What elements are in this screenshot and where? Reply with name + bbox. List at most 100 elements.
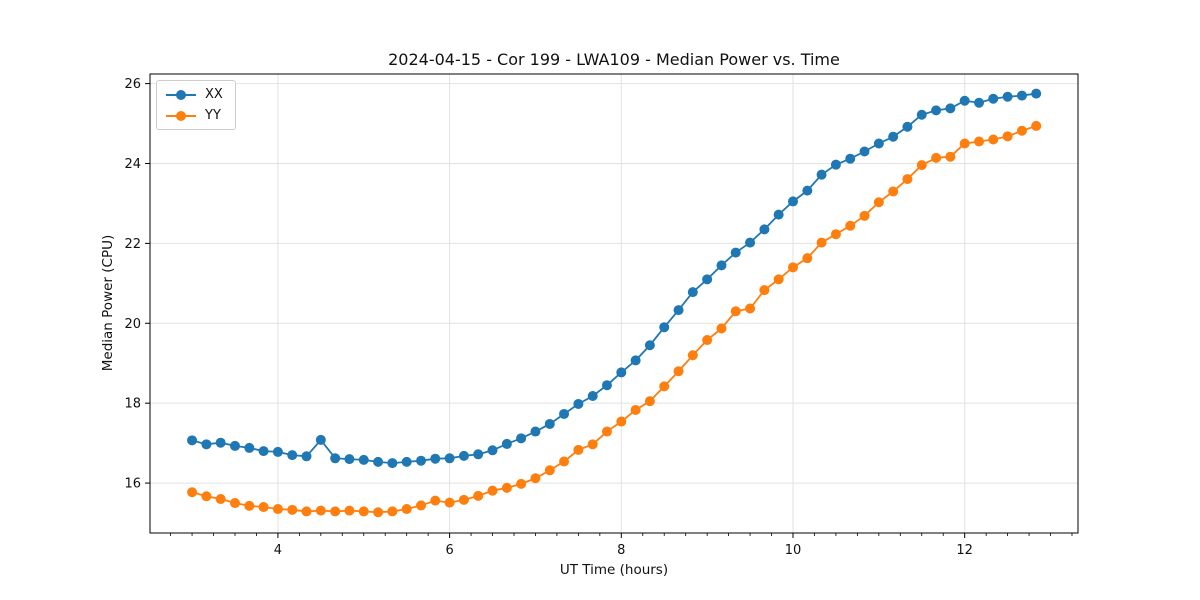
x-axis-label: UT Time (hours) <box>559 562 669 578</box>
data-point-yy <box>544 465 555 476</box>
data-point-xx <box>773 209 784 220</box>
data-point-xx <box>430 453 441 464</box>
data-point-xx <box>730 247 741 258</box>
x-tick-label: 8 <box>617 543 625 558</box>
data-point-yy <box>430 495 441 506</box>
data-point-yy <box>988 134 999 145</box>
x-tick-label: 12 <box>956 543 973 558</box>
data-point-yy <box>444 497 455 508</box>
data-point-xx <box>902 121 913 132</box>
data-point-xx <box>229 440 240 451</box>
data-point-xx <box>444 453 455 464</box>
data-point-xx <box>845 153 856 164</box>
data-point-xx <box>802 185 813 196</box>
data-point-yy <box>1031 120 1042 131</box>
data-point-xx <box>916 109 927 120</box>
data-point-xx <box>215 437 226 448</box>
data-point-yy <box>616 416 627 427</box>
data-point-xx <box>759 224 770 235</box>
data-point-yy <box>974 136 985 147</box>
data-point-yy <box>945 151 956 162</box>
legend-label-yy: YY <box>205 108 221 123</box>
data-point-xx <box>473 449 484 460</box>
data-point-yy <box>416 500 427 511</box>
data-point-xx <box>702 274 713 285</box>
data-point-xx <box>272 446 283 457</box>
data-point-xx <box>787 196 798 207</box>
data-point-yy <box>587 439 598 450</box>
y-tick-label: 18 <box>124 397 141 412</box>
data-point-xx <box>301 451 312 462</box>
data-point-yy <box>830 229 841 240</box>
data-point-xx <box>516 433 527 444</box>
data-point-yy <box>387 506 398 517</box>
data-point-xx <box>559 408 570 419</box>
data-point-xx <box>873 138 884 149</box>
data-point-yy <box>902 174 913 185</box>
data-point-yy <box>229 498 240 509</box>
data-point-xx <box>745 237 756 248</box>
data-point-yy <box>315 505 326 516</box>
data-point-xx <box>959 95 970 106</box>
data-point-yy <box>1002 131 1013 142</box>
legend-label-xx: XX <box>205 87 223 102</box>
data-point-xx <box>630 355 641 366</box>
data-point-xx <box>487 445 498 456</box>
data-point-yy <box>373 507 384 518</box>
data-point-yy <box>272 504 283 515</box>
data-point-xx <box>673 305 684 316</box>
data-point-yy <box>530 473 541 484</box>
x-tick-label: 6 <box>445 543 453 558</box>
data-point-xx <box>859 146 870 157</box>
legend-item-xx: XX <box>166 88 223 101</box>
data-point-xx <box>1002 91 1013 102</box>
data-point-xx <box>330 453 341 464</box>
data-point-yy <box>959 138 970 149</box>
data-point-yy <box>358 506 369 517</box>
series-line-xx <box>191 92 1037 464</box>
data-point-xx <box>945 103 956 114</box>
data-point-yy <box>287 504 298 515</box>
data-point-xx <box>544 418 555 429</box>
data-point-yy <box>487 485 498 496</box>
data-point-yy <box>816 237 827 248</box>
data-point-yy <box>931 152 942 163</box>
data-point-xx <box>616 367 627 378</box>
data-point-yy <box>473 490 484 501</box>
data-point-yy <box>501 482 512 493</box>
y-tick-label: 24 <box>124 157 141 172</box>
y-tick-label: 22 <box>124 237 141 252</box>
data-point-xx <box>644 340 655 351</box>
data-point-yy <box>916 160 927 171</box>
data-point-yy <box>773 274 784 285</box>
data-point-yy <box>745 303 756 314</box>
x-tick-label: 10 <box>785 543 802 558</box>
data-point-yy <box>659 381 670 392</box>
data-point-xx <box>573 398 584 409</box>
data-point-yy <box>344 505 355 516</box>
data-point-yy <box>644 396 655 407</box>
data-point-yy <box>673 366 684 377</box>
legend-marker-yy <box>166 110 196 122</box>
data-point-yy <box>730 306 741 317</box>
data-point-yy <box>458 494 469 505</box>
data-point-yy <box>759 285 770 296</box>
data-point-yy <box>187 487 198 498</box>
data-point-yy <box>244 500 255 511</box>
y-tick-label: 20 <box>124 317 141 332</box>
data-point-yy <box>601 426 612 437</box>
data-point-yy <box>716 323 727 334</box>
data-point-xx <box>888 131 899 142</box>
data-point-xx <box>816 169 827 180</box>
data-point-xx <box>716 260 727 271</box>
data-point-xx <box>830 159 841 170</box>
data-point-yy <box>401 504 412 515</box>
x-tick-label: 4 <box>274 543 282 558</box>
data-point-yy <box>201 491 212 502</box>
data-point-yy <box>1016 125 1027 136</box>
data-point-yy <box>258 502 269 513</box>
data-point-xx <box>187 435 198 446</box>
data-point-xx <box>988 93 999 104</box>
data-point-yy <box>802 253 813 264</box>
